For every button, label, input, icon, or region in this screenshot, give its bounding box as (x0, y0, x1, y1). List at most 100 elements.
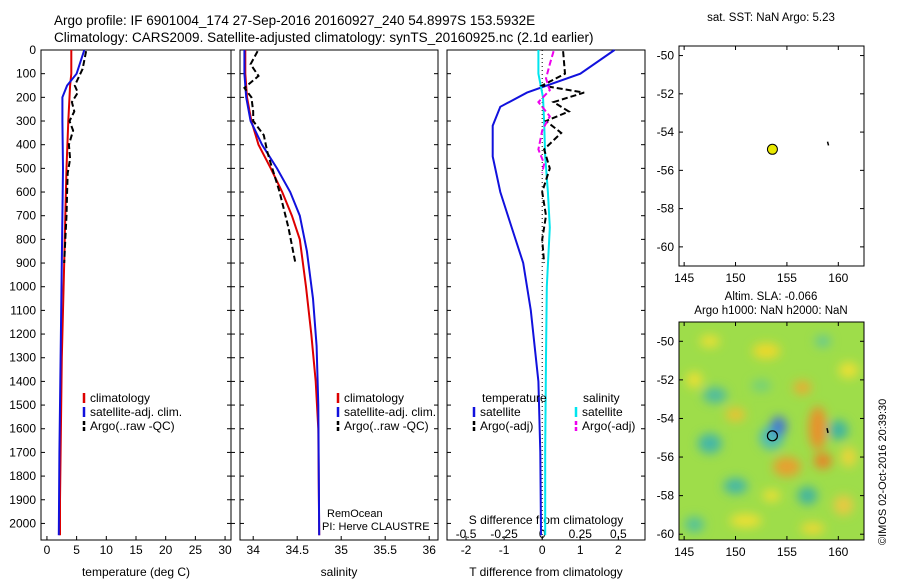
sla-map-anomaly-blob (686, 371, 703, 388)
sla-map-anomaly-blob (770, 416, 787, 437)
sst-map-lat-tick-label: -60 (657, 240, 675, 254)
salinity-series-satellite (243, 50, 321, 536)
temperature-legend-satellite-label: satellite-adj. clim. (90, 405, 182, 419)
temperature-tick-label: 20 (159, 543, 173, 557)
sla-map-float-track (826, 427, 829, 434)
sla-map-lat-tick-label: -58 (657, 489, 675, 503)
temperature-tick-label: 10 (100, 543, 114, 557)
depth-tick-label: 400 (16, 138, 36, 152)
sla-map-anomaly-blob (833, 495, 854, 516)
sst-map-lon-tick-label: 160 (828, 271, 848, 285)
sla-map-lat-tick-label: -50 (657, 334, 675, 348)
sst-map-lat-tick-label: -54 (657, 125, 675, 139)
sla-map-anomaly-blob (828, 420, 849, 441)
depth-tick-label: 1600 (9, 422, 36, 436)
temperature-difference-tick-label: -2 (461, 543, 472, 557)
depth-tick-label: 1800 (9, 469, 36, 483)
sla-map-lat-tick-label: -56 (657, 450, 675, 464)
depth-tick-label: 800 (16, 232, 36, 246)
depth-tick-label: 1000 (9, 280, 36, 294)
depth-tick-label: 900 (16, 256, 36, 270)
salinity-tick-label: 34.5 (286, 543, 310, 557)
sla-map-anomaly-blob (729, 513, 762, 528)
salinity-legend-climatology-label: climatology (344, 391, 404, 405)
salinity-series-climatology (244, 50, 321, 536)
salinity-tick-label: 34 (247, 543, 261, 557)
temperature-tick-label: 25 (189, 543, 203, 557)
sla-map-lat-tick-label: -54 (657, 411, 675, 425)
sla-map-anomaly-blob (699, 335, 720, 348)
depth-tick-label: 0 (29, 43, 36, 57)
sst-map-lat-tick-label: -52 (657, 87, 675, 101)
difference-legend-temperature-satellite-label: satellite (480, 405, 521, 419)
depth-tick-label: 1500 (9, 398, 36, 412)
depth-tick-label: 1200 (9, 327, 36, 341)
salinity-tick-label: 35.5 (374, 543, 398, 557)
depth-tick-label: 200 (16, 90, 36, 104)
temperature-tick-label: 30 (218, 543, 232, 557)
sla-map-lon-tick-label: 160 (828, 545, 848, 559)
depth-tick-label: 500 (16, 161, 36, 175)
difference-series (539, 51, 585, 264)
sla-map-anomaly-blob (725, 407, 746, 422)
temperature-difference-tick-label: 2 (615, 543, 622, 557)
temperature-axis-label: temperature (deg C) (82, 565, 190, 579)
salinity-panel-frame (239, 49, 439, 541)
sst-map-lon-tick-label: 150 (726, 271, 746, 285)
sla-map-anomaly-blobs (684, 335, 859, 535)
temperature-difference-axis-label: T difference from climatology (469, 565, 623, 579)
sla-map-anomaly-blob (697, 433, 722, 454)
depth-tick-label: 1400 (9, 374, 36, 388)
depth-tick-label: 1900 (9, 493, 36, 507)
sla-map-anomaly-blob (702, 387, 727, 404)
sst-map-lon-tick-label: 155 (777, 271, 797, 285)
temperature-tick-label: 15 (129, 543, 143, 557)
salinity-difference-tick-label: -0.5 (456, 527, 477, 541)
difference-legend-temperature-header: temperature (482, 391, 547, 405)
salinity-axis-label: salinity (321, 565, 358, 579)
sla-map-anomaly-blob (813, 452, 832, 469)
depth-tick-label: 600 (16, 185, 36, 199)
sla-map-anomaly-blob (838, 362, 859, 379)
sst-map-lat-tick-label: -50 (657, 49, 675, 63)
depth-tick-label: 1700 (9, 445, 36, 459)
temperature-legend-climatology-label: climatology (90, 391, 150, 405)
sla-map-anomaly-blob (762, 489, 781, 502)
salinity-series-argo (243, 50, 297, 264)
sla-map-anomaly-blob (684, 516, 705, 533)
difference-legend-salinity-satellite-label: satellite (582, 405, 623, 419)
figure-title-line2: Climatology: CARS2009. Satellite-adjuste… (54, 30, 594, 45)
sla-map-anomaly-blob (797, 486, 818, 505)
temperature-legend-argo-label: Argo(..raw -QC) (90, 419, 175, 433)
difference-series (537, 50, 555, 174)
difference-legend-salinity-header: salinity (583, 391, 620, 405)
sla-map-lat-tick-label: -60 (657, 527, 675, 541)
difference-legend-salinity-argo-label: Argo(-adj) (582, 419, 635, 433)
difference-series (537, 50, 551, 536)
depth-tick-label: 300 (16, 114, 36, 128)
temperature-series-satellite (57, 49, 86, 536)
sla-map-frame (678, 321, 865, 541)
sla-map-lon-tick-label: 150 (726, 545, 746, 559)
credits-line2: PI: Herve CLAUSTRE (322, 521, 430, 533)
depth-tick-label: 2000 (9, 516, 36, 530)
sst-map-lon-tick-label: 145 (674, 271, 694, 285)
difference-legend-temperature-argo-label: Argo(-adj) (480, 419, 533, 433)
sla-map-anomaly-blob (772, 456, 801, 477)
salinity-difference-tick-label: -0.25 (490, 527, 518, 541)
temperature-difference-tick-label: 0 (539, 543, 546, 557)
temperature-tick-label: 5 (73, 543, 80, 557)
sla-map-anomaly-blob (814, 335, 831, 348)
sla-map-title-line2: Argo h1000: NaN h2000: NaN (694, 305, 848, 317)
sst-map-float-track (826, 141, 830, 146)
temperature-series-argo (63, 51, 88, 264)
salinity-legend-satellite-label: satellite-adj. clim. (344, 405, 436, 419)
depth-tick-label: 100 (16, 67, 36, 81)
sla-map-argo-position (766, 430, 779, 442)
depth-tick-label: 1300 (9, 351, 36, 365)
sla-map-anomaly-blob (808, 406, 827, 451)
sla-map-anomaly-blob (840, 447, 857, 468)
depth-tick-label: 700 (16, 209, 36, 223)
sla-map-lat-tick-label: -52 (657, 373, 675, 387)
